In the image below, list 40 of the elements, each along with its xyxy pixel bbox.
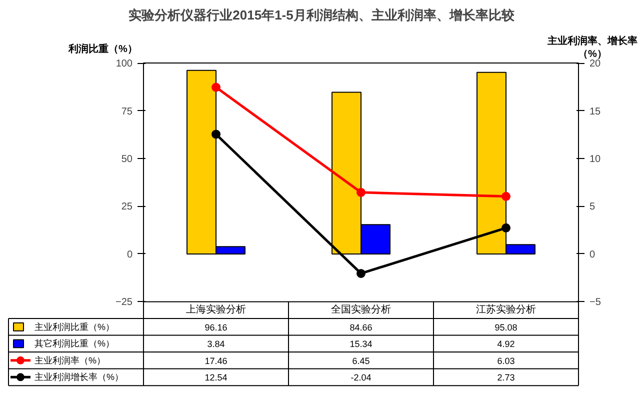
data-label: 15.34	[350, 339, 372, 350]
data-label: 3.84	[207, 339, 225, 350]
data-label: 4.92	[497, 339, 515, 350]
data-label: 6.03	[497, 356, 515, 366]
data-label: 2.73	[497, 372, 515, 383]
legend-label: 主业利润增长率（%）	[34, 372, 124, 382]
y2-tick-label: 15	[590, 106, 602, 118]
y2-tick-label: 5	[590, 202, 596, 213]
y-tick-label: 75	[121, 106, 133, 118]
y-axis-title: 利润比重（%）	[68, 43, 138, 56]
data-label: 17.46	[204, 356, 228, 366]
y2-axis-title: 主业利润率、增长率（%）	[546, 34, 638, 60]
y2-tick-label: −5	[590, 297, 602, 308]
y-tick-label: 25	[121, 202, 133, 213]
point	[356, 188, 366, 197]
legend-label: 其它利润比重（%）	[34, 338, 115, 349]
data-label: 12.54	[204, 372, 228, 383]
y2-tick-label: 0	[590, 249, 596, 260]
chart-title: 实验分析仪器行业2015年1-5月利润结构、主业利润率、增长率比较	[128, 8, 516, 22]
legend-label: 主业利润率（%）	[34, 355, 106, 366]
data-label: 96.16	[204, 322, 228, 332]
point	[502, 223, 510, 232]
y-tick-label: −25	[116, 297, 133, 308]
data-label: -2.04	[350, 372, 372, 383]
y2-tick-label: 10	[590, 154, 602, 165]
y2-tick-label: 20	[590, 58, 602, 70]
y-tick-label: 100	[116, 58, 133, 70]
data-label: 95.08	[494, 322, 518, 332]
point	[356, 268, 366, 278]
point	[212, 130, 220, 139]
legend-label: 主业利润比重（%）	[34, 322, 115, 332]
x-tick-label: 全国实验分析	[331, 304, 391, 316]
point	[502, 192, 510, 201]
y-tick-label: 50	[121, 154, 133, 165]
data-label: 84.66	[350, 322, 372, 332]
data-label: 6.45	[352, 356, 370, 366]
x-tick-label: 上海实验分析	[186, 304, 246, 316]
point	[212, 82, 220, 92]
y-tick-label: 0	[126, 249, 133, 260]
x-tick-label: 江苏实验分析	[476, 304, 536, 316]
